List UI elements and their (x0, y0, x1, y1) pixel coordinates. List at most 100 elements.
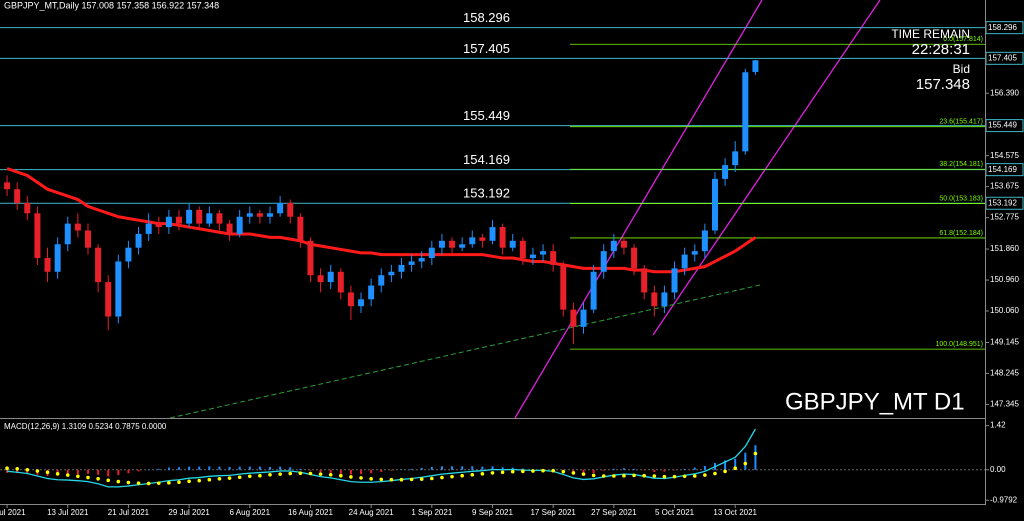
macd-line (7, 428, 756, 488)
candle-body (742, 72, 749, 152)
fib-label: 61.8(152.184) (939, 230, 983, 237)
histogram-bar (501, 467, 504, 470)
histogram-bar (127, 469, 130, 474)
histogram-bar (521, 468, 524, 470)
signal-dot (692, 474, 697, 478)
signal-dot (723, 469, 727, 474)
candle-body (681, 254, 688, 269)
candle-body (125, 247, 132, 262)
moving-average (6, 167, 757, 274)
macd-title: MACD(12,26,9) 1.3109 0.5234 0.7875 0.000… (4, 422, 167, 431)
candle-body (499, 227, 506, 248)
x-tick-label: 16 Aug 2021 (288, 508, 333, 517)
signal-dot (743, 461, 748, 466)
signal-dot (662, 474, 667, 479)
histogram-bar (76, 469, 79, 475)
signal-dot (460, 473, 464, 478)
candle-body (34, 213, 41, 259)
histogram-bar (309, 469, 312, 471)
level-label: 153.192 (463, 186, 510, 201)
candle-body (540, 251, 547, 255)
level-label: 157.405 (463, 41, 510, 56)
candle-body (398, 264, 405, 272)
candle-body (44, 258, 51, 272)
signal-dot (490, 471, 495, 475)
candle-body (206, 213, 213, 224)
y-tick-label: -0.9792 (990, 495, 1018, 504)
histogram-bar (16, 469, 19, 474)
candle-body (287, 202, 294, 217)
histogram-bar (117, 469, 120, 476)
histogram-bar (683, 468, 686, 470)
signal-dot (5, 466, 9, 471)
signal-dot (217, 477, 222, 481)
y-tick-label: 156.390 (990, 88, 1019, 97)
signal-dot (96, 477, 100, 481)
histogram-bar (693, 467, 696, 470)
level-axis-label: 157.405 (988, 53, 1017, 62)
y-tick-label: 149.145 (990, 338, 1019, 347)
candle-body (610, 240, 617, 252)
candle-body (418, 258, 425, 262)
y-tick-label: 150.060 (990, 306, 1019, 315)
candle-body (135, 233, 142, 248)
candle-body (651, 292, 658, 307)
signal-dot (703, 473, 707, 477)
signal-dot (156, 481, 161, 485)
histogram-bar (430, 466, 433, 470)
signal-dot (389, 477, 394, 482)
signal-dot (682, 474, 687, 479)
signal-dot (591, 473, 596, 478)
histogram-bar (66, 469, 69, 475)
signal-dot (571, 471, 576, 475)
candle-body (701, 230, 708, 252)
bid-label: Bid (953, 62, 970, 76)
candle-body (74, 223, 81, 231)
signal-dot (187, 479, 191, 484)
histogram-bar (147, 469, 150, 471)
candle-body (732, 151, 739, 166)
candle-body (428, 247, 435, 259)
candle-body (105, 282, 112, 317)
level-label: 154.169 (463, 152, 510, 167)
candle-body (408, 261, 415, 265)
candle-body (155, 223, 162, 228)
candle-body (438, 240, 445, 248)
signal-dot (510, 469, 515, 474)
level-label: 155.449 (463, 108, 510, 123)
histogram-bar (754, 445, 757, 470)
histogram-bar (329, 469, 332, 473)
candle-body (449, 240, 456, 248)
fib-label: 50.0(153.183) (939, 195, 983, 202)
signal-dot (339, 473, 343, 478)
candle-body (256, 213, 263, 217)
candle-body (489, 227, 496, 241)
level-axis-label: 153.192 (988, 198, 1017, 207)
candle-body (246, 213, 253, 217)
x-tick-label: 5 Jul 2021 (0, 508, 26, 517)
x-tick-label: 9 Sep 2021 (472, 508, 513, 517)
candle-body (165, 216, 172, 228)
histogram-bar (198, 466, 201, 470)
signal-dot (632, 473, 636, 478)
x-tick-label: 24 Aug 2021 (349, 508, 394, 517)
candle-body (358, 299, 365, 307)
signal-dot (106, 478, 111, 483)
histogram-bar (602, 469, 605, 471)
histogram-bar (188, 466, 191, 470)
histogram-bar (511, 467, 514, 470)
signal-dot (349, 475, 353, 479)
histogram-bar (258, 466, 261, 470)
x-tick-label: 13 Jul 2021 (47, 508, 89, 517)
histogram-bar (137, 469, 140, 472)
level-axis-label: 158.296 (988, 23, 1017, 32)
histogram-bar (167, 467, 170, 470)
candle-body (509, 240, 516, 248)
histogram-bar (248, 466, 251, 470)
signal-dot (268, 472, 272, 477)
histogram-bar (390, 469, 393, 471)
time-remain-label: TIME REMAIN (891, 27, 970, 41)
bid: 157.348 (916, 76, 970, 93)
candle-body (661, 292, 668, 307)
